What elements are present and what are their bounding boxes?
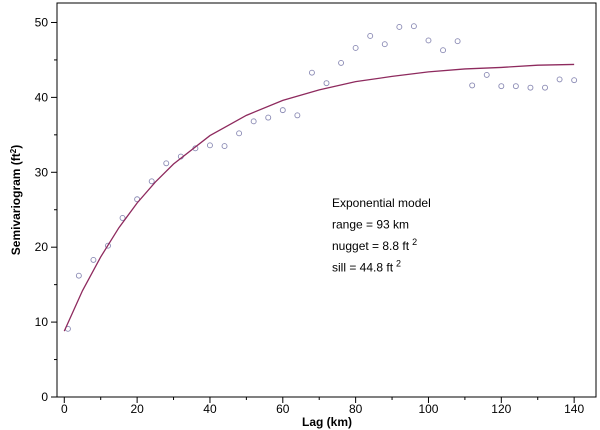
data-point	[469, 82, 476, 89]
y-tick-label: 40	[35, 90, 49, 104]
y-label-end: )	[9, 145, 23, 149]
data-point	[396, 24, 403, 30]
y-label-text: Semivariogram (ft	[9, 153, 23, 255]
data-point	[571, 77, 578, 84]
x-tick-label: 120	[491, 402, 511, 416]
data-point	[527, 84, 534, 91]
x-tick-label: 140	[564, 402, 584, 416]
data-point	[542, 84, 548, 91]
annotation-text: Exponential model	[332, 196, 431, 210]
data-point	[308, 69, 315, 76]
data-point	[483, 71, 490, 78]
data-point	[90, 256, 97, 263]
x-axis-label: Lag (km)	[302, 415, 352, 429]
annotation-text: sill = 44.8 ft	[332, 261, 394, 275]
data-point	[367, 33, 374, 39]
annotation: sill = 44.8 ft 2	[332, 259, 401, 275]
data-point	[148, 178, 155, 185]
y-tick-label: 50	[35, 15, 49, 29]
y-tick-label: 20	[35, 240, 49, 254]
x-tick-label: 80	[349, 402, 363, 416]
y-tick-label: 0	[41, 390, 48, 404]
y-label-sup: 2	[9, 148, 18, 153]
data-point	[294, 112, 301, 119]
annotation-text: range = 93 km	[332, 218, 409, 232]
data-point	[250, 118, 257, 125]
data-point	[279, 107, 286, 114]
data-point	[440, 47, 446, 54]
data-point	[207, 142, 213, 149]
annotation-sup: 2	[412, 237, 417, 247]
x-tick-label: 60	[276, 402, 290, 416]
x-tick-label: 100	[418, 402, 438, 416]
data-point	[163, 160, 170, 167]
annotation: range = 93 km	[332, 218, 409, 232]
data-point	[454, 38, 461, 45]
data-point	[323, 80, 330, 87]
x-tick-label: 0	[61, 402, 68, 416]
annotation-text: nugget = 8.8 ft	[332, 239, 410, 253]
plot-frame	[56, 2, 597, 398]
data-point	[236, 130, 243, 137]
annotation-sup: 2	[396, 259, 401, 269]
data-point	[119, 215, 126, 221]
data-point	[75, 272, 82, 279]
data-point	[105, 242, 111, 249]
data-point	[498, 83, 505, 90]
y-tick-label: 30	[35, 165, 49, 179]
annotation: nugget = 8.8 ft 2	[332, 237, 417, 253]
data-point	[556, 76, 563, 83]
data-point	[338, 59, 345, 66]
x-tick-label: 20	[130, 402, 144, 416]
data-point	[512, 83, 519, 90]
x-tick-label: 40	[203, 402, 217, 416]
data-point	[381, 41, 388, 48]
data-point	[221, 143, 228, 150]
data-point	[425, 37, 432, 44]
data-point	[410, 23, 417, 30]
y-tick-label: 10	[35, 315, 49, 329]
model-curve	[63, 63, 575, 332]
annotation: Exponential model	[332, 196, 431, 210]
y-axis-label: Semivariogram (ft2)	[9, 145, 23, 255]
data-point	[265, 114, 272, 121]
data-point	[352, 44, 359, 51]
